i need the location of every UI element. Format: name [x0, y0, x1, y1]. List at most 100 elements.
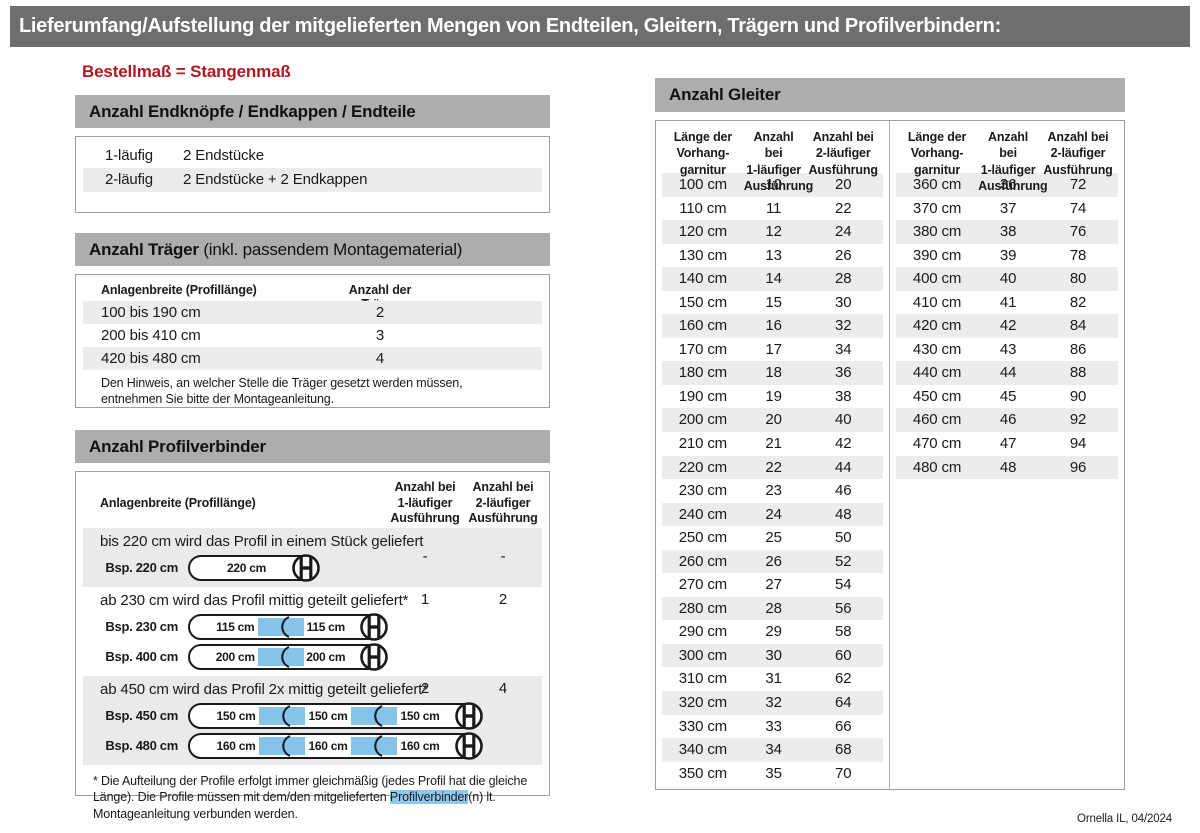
gleiter-count-2laeufig: 48 [835, 505, 852, 523]
connector-blue-block [350, 736, 397, 755]
gleiter-row: 150 cm 15 30 [662, 291, 883, 315]
garnitur-length: 170 cm [678, 340, 728, 358]
profile-connector [350, 734, 397, 757]
garnitur-length: 460 cm [912, 411, 962, 429]
profile-endpiece-icon [360, 612, 388, 641]
header-line: Ausführung [1043, 162, 1113, 177]
rod-diagram: Bsp. 480 cm 160 cm 160 cm 160 cm [83, 731, 542, 760]
gleiter-row: 470 cm 47 94 [896, 432, 1118, 456]
garnitur-length: 100 cm [678, 176, 728, 193]
gleiter-row: 180 cm 18 36 [662, 361, 883, 385]
gleiter-count-1laeufig: 29 [765, 623, 782, 641]
header-line: 1-läufiger [980, 162, 1036, 177]
section-title-bold: Anzahl Träger [89, 240, 199, 259]
gleiter-count-1laeufig: 14 [765, 270, 782, 288]
connector-blue-block [258, 736, 305, 755]
profil-rule-text: ab 450 cm wird das Profil 2x mittig gete… [100, 681, 428, 698]
column-header-anlagenbreite: Anlagenbreite (Profillänge) [101, 283, 257, 297]
gleiter-count-1laeufig: 34 [765, 741, 782, 759]
column-header-laenge: Länge der Vorhang- garnitur [896, 129, 978, 194]
garnitur-length: 200 cm [678, 411, 728, 429]
gleiter-count-1laeufig: 45 [999, 387, 1017, 405]
gleiter-row: 270 cm 27 54 [662, 573, 883, 597]
connector-blue-block [257, 647, 304, 666]
gleiter-row: 400 cm 40 80 [896, 267, 1118, 291]
segment-joint-arc [374, 704, 383, 727]
column-header-anlagenbreite: Anlagenbreite (Profillänge) [100, 496, 256, 510]
section-header-gleiter: Anzahl Gleiter [655, 78, 1125, 112]
gleiter-count-2laeufig: 56 [835, 599, 852, 617]
segment-joint-arc [374, 734, 383, 757]
garnitur-length: 430 cm [912, 340, 962, 358]
width-range: 420 bis 480 cm [101, 350, 201, 367]
gleiter-count-2laeufig: 90 [1069, 387, 1087, 405]
rod-graphic: 115 cm 115 cm [188, 612, 388, 641]
rod-segment: 160 cm [308, 738, 348, 753]
column-header-1-laeufig: Anzahl bei 1-läufiger Ausführung [380, 480, 470, 527]
garnitur-length: 480 cm [912, 458, 962, 476]
garnitur-length: 440 cm [912, 364, 962, 382]
gleiter-count-1laeufig: 16 [765, 317, 782, 335]
garnitur-length: 280 cm [678, 599, 728, 617]
rod-graphic: 160 cm 160 cm 160 cm [188, 731, 483, 760]
gleiter-count-2laeufig: 72 [1069, 176, 1087, 193]
order-measure-note: Bestellmaß = Stangenmaß [82, 62, 291, 81]
garnitur-length: 350 cm [678, 764, 728, 782]
garnitur-length: 120 cm [678, 223, 728, 241]
column-header-2-laeufig: Anzahl bei 2-läufiger Ausführung [1038, 129, 1118, 194]
gleiter-row: 300 cm 30 60 [662, 643, 883, 668]
connector-count-1laeufig: - [422, 548, 428, 565]
connector-count-2laeufig: 4 [498, 680, 508, 697]
profile-connector [258, 704, 305, 727]
gleiter-count-1laeufig: 40 [999, 270, 1017, 288]
header-line: Anzahl bei [472, 480, 534, 494]
gleiter-row: 130 cm 13 26 [662, 244, 883, 268]
header-line: 2-läufiger [475, 495, 531, 510]
gleiter-count-1laeufig: 11 [765, 199, 782, 217]
profil-column-headers: Anlagenbreite (Profillänge) Anzahl bei 1… [76, 472, 549, 528]
profil-rule-ab-230: ab 230 cm wird das Profil mittig geteilt… [83, 587, 542, 676]
gleiter-count-2laeufig: 32 [835, 317, 852, 335]
section-title-normal: (inkl. passendem Montagematerial) [198, 240, 463, 259]
gleiter-rows-right: 360 cm 36 72 370 cm 37 74 380 cm 38 76 [890, 173, 1124, 480]
endteile-value: 2 Endstücke + 2 Endkappen [183, 171, 368, 188]
gleiter-count-1laeufig: 42 [999, 317, 1017, 335]
footnote-highlight: Profilverbinder [389, 790, 469, 805]
profile-connector [258, 734, 305, 757]
rod-diagram: Bsp. 400 cm 200 cm 200 cm [83, 642, 542, 671]
garnitur-length: 110 cm [679, 199, 727, 217]
rod-segment: 115 cm [216, 619, 255, 634]
gleiter-count-2laeufig: 44 [835, 458, 852, 476]
gleiter-row: 160 cm 16 32 [662, 314, 883, 338]
gleiter-count-2laeufig: 70 [835, 764, 852, 782]
column-header-1-laeufig: Anzahl bei 1-läufiger Ausführung [978, 129, 1047, 194]
traeger-table: Anlagenbreite (Profillänge) Anzahl der T… [75, 274, 550, 408]
gleiter-count-2laeufig: 50 [835, 529, 852, 547]
gleiter-count-2laeufig: 64 [835, 694, 852, 712]
rod-example-label: Bsp. 480 cm [105, 738, 178, 753]
garnitur-length: 330 cm [678, 717, 728, 735]
gleiter-count-2laeufig: 40 [835, 411, 852, 429]
garnitur-length: 410 cm [912, 293, 962, 311]
gleiter-count-1laeufig: 31 [765, 670, 782, 688]
rod-segment: 150 cm [216, 708, 256, 723]
gleiter-count-2laeufig: 96 [1069, 458, 1087, 476]
rod-example-label: Bsp. 230 cm [105, 619, 178, 634]
gleiter-count-1laeufig: 13 [765, 246, 782, 264]
gleiter-count-1laeufig: 30 [765, 646, 782, 664]
gleiter-row: 350 cm 35 70 [662, 762, 883, 786]
gleiter-row: 480 cm 48 96 [896, 455, 1118, 480]
garnitur-length: 340 cm [678, 741, 728, 759]
traeger-rows: 100 bis 190 cm 2 200 bis 410 cm 3 420 bi… [76, 301, 549, 370]
gleiter-column-headers: Länge der Vorhang- garnitur Anzahl bei 1… [890, 121, 1124, 193]
rod-example-label: Bsp. 220 cm [105, 560, 178, 575]
gleiter-count-2laeufig: 54 [835, 576, 852, 594]
traeger-row: 420 bis 480 cm 4 [83, 347, 542, 370]
header-line: Anzahl bei [988, 130, 1029, 161]
footnote-text: (n) lt. Montageanleitung verbunden werde… [93, 790, 496, 821]
page-title: Lieferumfang/Aufstellung der mitgeliefer… [10, 6, 1190, 47]
gleiter-row: 430 cm 43 86 [896, 338, 1118, 362]
garnitur-length: 180 cm [678, 364, 728, 382]
gleiter-count-2laeufig: 36 [835, 364, 852, 382]
